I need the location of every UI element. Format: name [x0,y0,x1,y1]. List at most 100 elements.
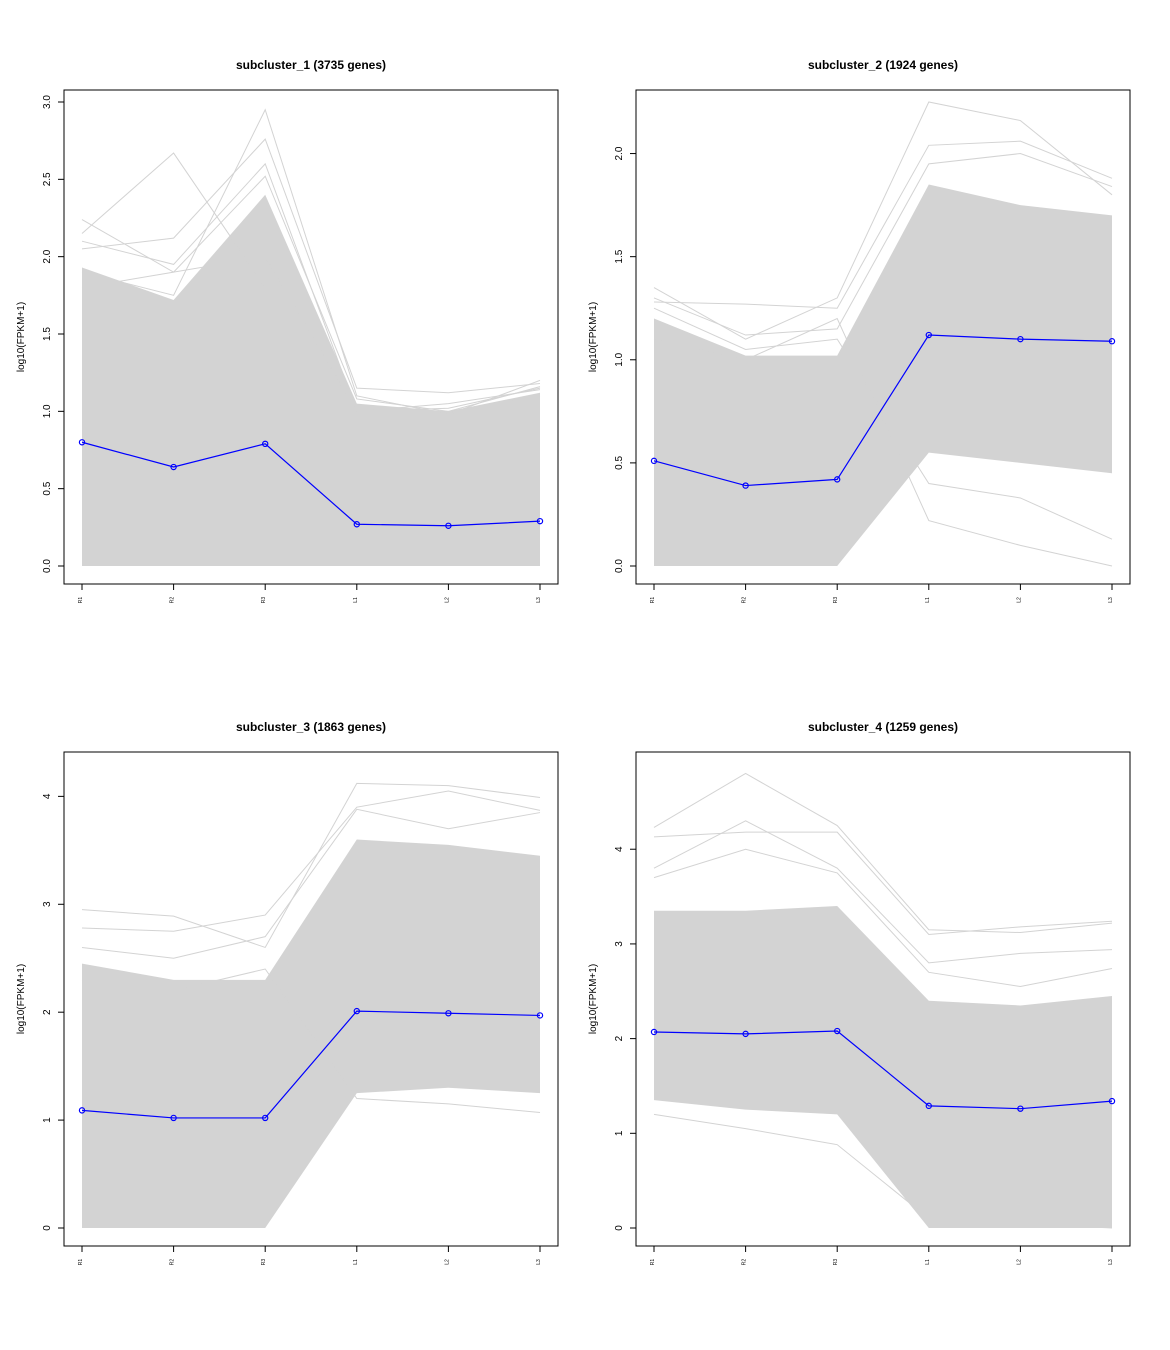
x-tick-label: L2 [444,1259,450,1265]
mean-profile-line [653,1030,1113,1110]
mean-profile-point [1108,1097,1116,1105]
mean-profile-point [650,457,658,465]
panel-title: subcluster_1 (3735 genes) [236,58,386,72]
x-tick-label: L1 [353,597,359,603]
y-tick-label: 0.5 [614,456,625,470]
mean-profile-point [925,1102,933,1110]
x-tick-label: L2 [444,597,450,603]
plot-frame [635,89,1131,585]
y-tick-label: 0 [42,1225,53,1231]
gene-profile-line [81,968,541,1114]
mean-profile-point [262,1114,269,1122]
y-tick-label: 4 [614,846,625,852]
mean-profile-point [536,1012,544,1019]
x-tick-label: L3 [1108,1259,1114,1265]
mean-profile-line [81,1010,541,1119]
x-tick-label: L2 [1016,1259,1022,1265]
x-tick-label: L3 [536,1259,542,1265]
gene-profile-line [81,138,541,394]
mean-profile-point [445,522,452,529]
x-tick-label: L3 [1108,597,1114,603]
mean-profile-point [445,1010,452,1017]
gene-profile-line [653,1113,1113,1229]
mean-profile-point [834,476,841,483]
x-tick-label: R2 [742,597,748,604]
mean-profile-point [834,1027,841,1035]
x-tick-label: R2 [742,1259,748,1266]
y-tick-label: 2 [614,1035,625,1041]
mean-profile-point [925,331,933,339]
mean-profile-point [650,1028,658,1036]
y-tick-label: 1.5 [614,249,625,263]
gene-profile-line [81,162,541,412]
x-tick-label: L1 [925,597,931,603]
panel-title: subcluster_4 (1259 genes) [808,720,958,734]
mean-profile-point [78,439,86,446]
y-axis-label: log10(FPKM+1) [16,302,27,372]
x-tick-label: R3 [833,597,839,604]
x-tick-label: L3 [536,597,542,603]
mean-profile-point [353,521,360,528]
gene-profile-line [653,140,1113,309]
x-tick-label: R3 [833,1259,839,1266]
x-tick-label: L2 [1016,597,1022,603]
x-tick-label: R2 [170,597,176,604]
gene-profile-line [653,101,1113,340]
plot-frame [63,751,559,1247]
y-axis-label: log10(FPKM+1) [588,964,599,1034]
mean-profile-point [262,440,269,448]
plot-frame [63,89,559,585]
gene-profile-line [81,790,541,932]
y-tick-label: 0 [614,1225,625,1231]
y-tick-label: 1 [614,1130,625,1136]
gene-profile-line [653,831,1113,935]
y-tick-label: 0.5 [42,481,53,495]
y-tick-label: 0.0 [42,559,53,573]
gene-profile-line [81,152,541,412]
x-tick-label: R1 [78,1259,84,1266]
gene-profile-band [82,194,540,567]
y-tick-label: 0.0 [614,559,625,573]
x-tick-label: R2 [170,1259,176,1266]
y-tick-label: 4 [42,793,53,799]
gene-profile-line [653,772,1113,934]
y-tick-label: 3 [42,901,53,907]
y-tick-label: 2.5 [42,172,53,186]
gene-profile-line [653,153,1113,336]
y-tick-label: 3.0 [42,95,53,109]
x-tick-label: R1 [78,597,84,604]
x-tick-label: L1 [925,1259,931,1265]
x-tick-label: R1 [650,1259,656,1266]
panel-subcluster-2: subcluster_2 (1924 genes) log10(FPKM+1) … [588,58,1131,604]
mean-profile-line [81,441,541,527]
y-tick-label: 2.0 [42,249,53,263]
y-axis-label: log10(FPKM+1) [588,302,599,372]
gene-profile-band [654,184,1112,566]
panel-subcluster-3: subcluster_3 (1863 genes) log10(FPKM+1) … [16,720,559,1266]
x-tick-label: R1 [650,597,656,604]
gene-profile-line [81,108,541,415]
y-axis-label: log10(FPKM+1) [16,964,27,1034]
mean-profile-point [536,517,544,525]
mean-profile-point [170,1114,177,1122]
gene-profile-line [653,848,1113,988]
mean-profile-point [78,1107,86,1114]
gene-profile-line [81,808,541,959]
x-tick-label: L1 [353,1259,359,1265]
y-tick-label: 3 [614,941,625,947]
mean-profile-point [353,1007,360,1015]
mean-profile-point [170,463,177,471]
y-tick-label: 2.0 [614,146,625,160]
y-tick-label: 1 [42,1117,53,1123]
y-tick-label: 2 [42,1009,53,1015]
panel-subcluster-1: subcluster_1 (3735 genes) log10(FPKM+1) … [16,58,559,604]
panel-subcluster-4: subcluster_4 (1259 genes) log10(FPKM+1) … [588,720,1131,1266]
panel-title: subcluster_3 (1863 genes) [236,720,386,734]
panel-title: subcluster_2 (1924 genes) [808,58,958,72]
gene-profile-line [653,317,1113,567]
gene-profile-band [654,906,1112,1228]
mean-profile-line [653,334,1113,487]
mean-profile-point [1108,338,1116,345]
x-tick-label: R3 [261,1259,267,1266]
